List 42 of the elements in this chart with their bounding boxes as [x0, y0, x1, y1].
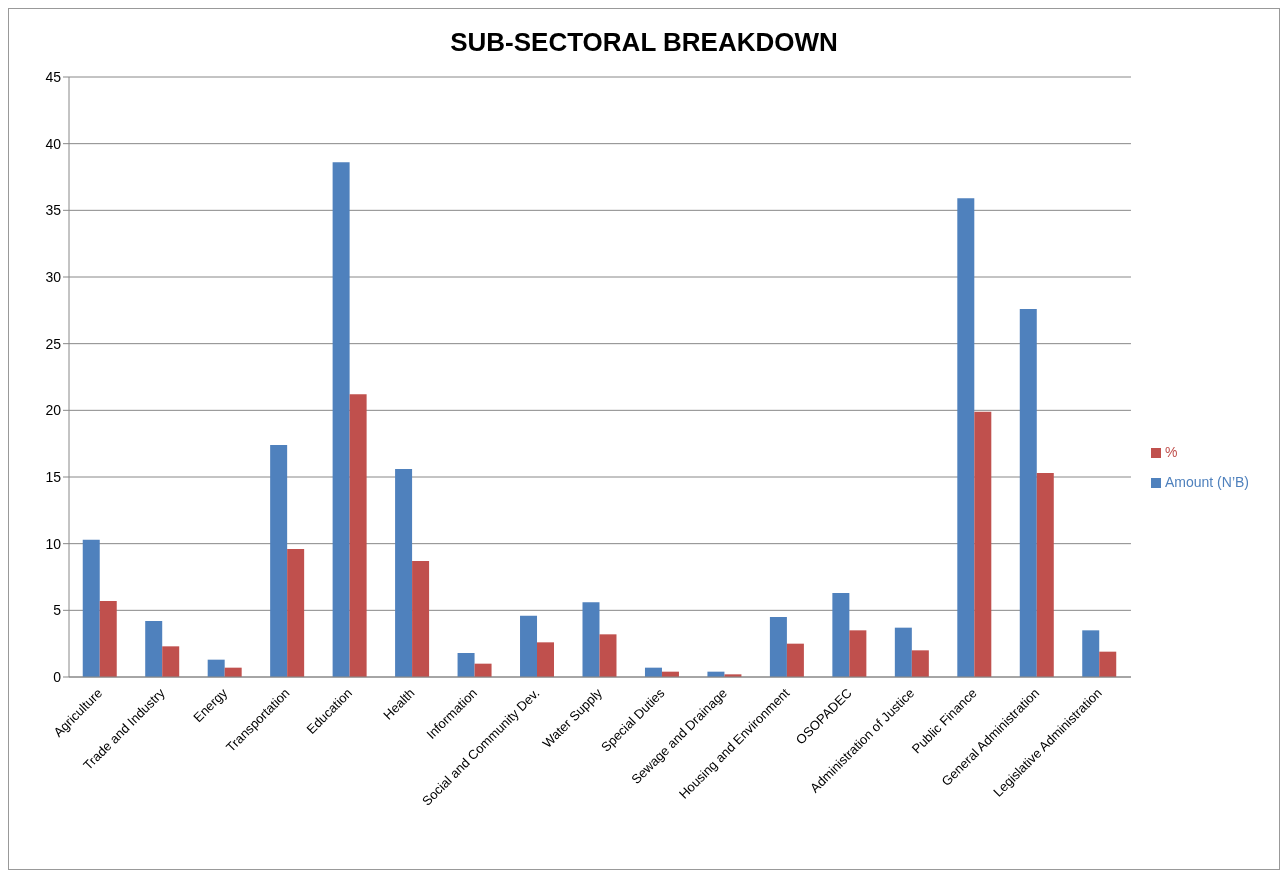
bar: [99, 601, 117, 677]
bar: [786, 643, 804, 677]
bar: [849, 630, 867, 677]
bar: [1099, 651, 1117, 677]
y-tick-label: 30: [45, 268, 62, 285]
y-tick-label: 40: [45, 135, 62, 152]
bar: [1019, 309, 1037, 677]
bar: [894, 627, 912, 677]
bar: [974, 411, 992, 677]
y-tick-label: 20: [45, 402, 62, 419]
bar: [395, 469, 413, 677]
y-tick-label: 10: [45, 535, 62, 552]
bar: [1082, 630, 1100, 677]
y-tick-label: 0: [53, 668, 62, 685]
y-tick-label: 35: [45, 202, 62, 219]
bar: [537, 642, 555, 677]
legend-label: %: [1164, 444, 1178, 460]
bar: [270, 445, 288, 677]
chart-title: SUB-SECTORAL BREAKDOWN: [449, 26, 839, 59]
bar: [162, 646, 180, 677]
bar: [769, 617, 787, 677]
y-tick-label: 45: [45, 68, 62, 85]
bar: [832, 593, 850, 677]
bar: [207, 659, 225, 677]
bar: [82, 539, 100, 677]
bar: [457, 653, 475, 677]
y-tick-label: 25: [45, 335, 62, 352]
bar: [332, 162, 350, 677]
legend-label: Amount (N’B): [1164, 474, 1249, 490]
bar: [474, 663, 492, 677]
bar: [911, 650, 929, 677]
y-tick-label: 15: [45, 468, 62, 485]
bar: [145, 621, 163, 677]
bar: [599, 634, 617, 677]
bar: [287, 549, 305, 677]
bar: [520, 615, 538, 677]
y-tick-label: 5: [53, 602, 62, 619]
bar: [349, 394, 367, 677]
bar: [1036, 473, 1054, 677]
bar: [412, 561, 430, 677]
bar: [582, 602, 600, 677]
bar: [957, 198, 975, 677]
